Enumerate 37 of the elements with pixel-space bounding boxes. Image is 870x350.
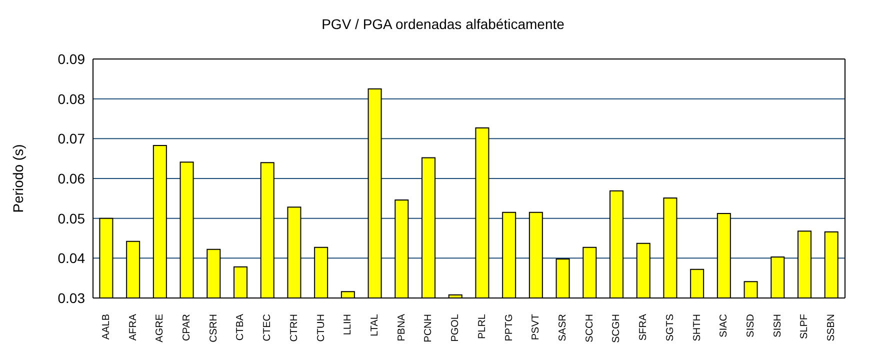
x-tick-label: CTRH <box>288 314 300 342</box>
y-tick-label: 0.08 <box>58 90 86 107</box>
x-tick-label: CTBA <box>235 314 246 341</box>
x-tick-label: SISD <box>746 314 756 338</box>
x-tick-label: PCNH <box>423 314 434 342</box>
y-tick-label: 0.06 <box>58 170 86 186</box>
y-axis-title: Periodo (s) <box>10 144 26 213</box>
x-tick-label: SASR <box>558 314 568 342</box>
x-tick-label: PPTG <box>504 314 515 342</box>
x-tick-label: LTAL <box>370 314 380 336</box>
y-tick-label: 0.03 <box>58 290 86 306</box>
x-tick-label: PGOL <box>450 314 462 342</box>
x-tick-label: SSBN <box>826 314 838 342</box>
y-tick-label: 0.04 <box>58 250 86 266</box>
x-tick-label: AFRA <box>128 314 139 341</box>
x-tick-label: CSRH <box>208 314 220 342</box>
chart-title: PGV / PGA ordenadas alfabéticamente <box>320 16 566 32</box>
x-tick-label: SCCH <box>584 314 596 342</box>
x-tick-label: SFRA <box>638 314 650 341</box>
x-tick-label: SISH <box>772 314 784 338</box>
x-tick-label: AALB <box>100 314 112 340</box>
x-tick-label: CTUH <box>316 314 327 342</box>
x-tick-label: SCGH <box>611 314 622 343</box>
x-tick-label: CPAR <box>182 314 192 342</box>
x-tick-label: PBNA <box>396 314 408 342</box>
x-tick-label: CTEC <box>262 314 274 342</box>
x-tick-label: PLRL <box>476 314 488 340</box>
x-tick-label: AGRE <box>154 314 166 342</box>
y-tick-label: 0.07 <box>58 130 86 147</box>
y-tick-label: 0.05 <box>58 210 86 226</box>
x-tick-label: PSVT <box>530 314 542 340</box>
x-tick-label: LLIH <box>342 314 354 336</box>
x-tick-label: SHTH <box>692 314 703 342</box>
y-tick-label: 0.09 <box>58 50 86 67</box>
x-tick-label: SGTS <box>664 314 676 342</box>
x-tick-label: SIAC <box>718 314 730 338</box>
x-tick-label: SLPF <box>799 314 810 340</box>
